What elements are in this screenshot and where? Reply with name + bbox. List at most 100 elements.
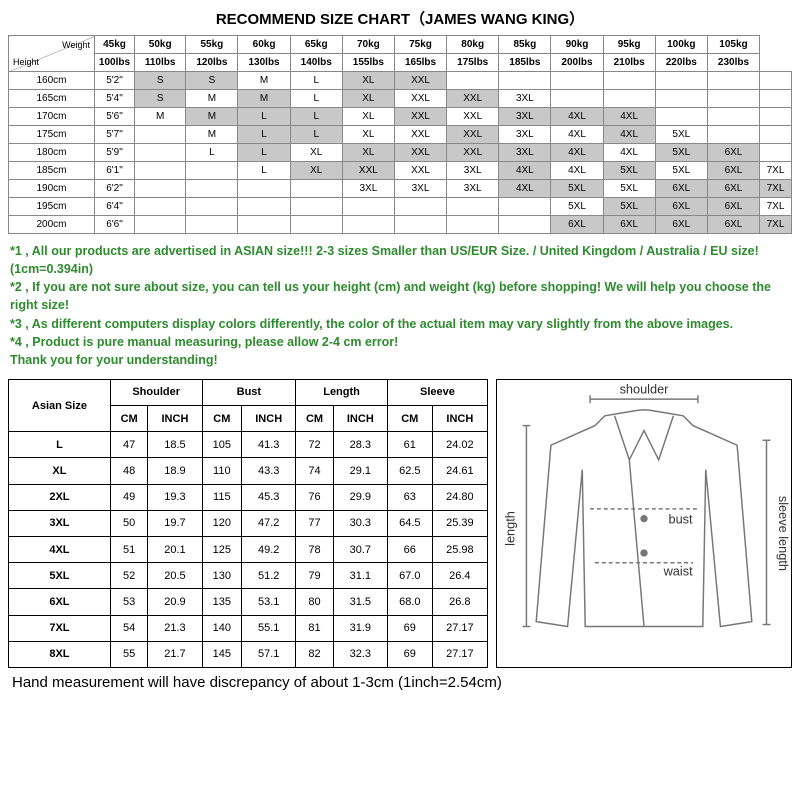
meas-value-cell: 45.3: [242, 484, 296, 510]
size-cell: 6XL: [707, 198, 759, 216]
meas-value-cell: 19.3: [148, 484, 202, 510]
meas-sub-header: CM: [387, 406, 432, 432]
size-cell: 4XL: [603, 126, 655, 144]
size-cell: [186, 216, 238, 234]
meas-value-cell: 81: [296, 615, 334, 641]
meas-value-cell: 18.9: [148, 458, 202, 484]
meas-value-cell: 64.5: [387, 510, 432, 536]
meas-value-cell: 67.0: [387, 563, 432, 589]
meas-value-cell: 47: [110, 432, 148, 458]
size-cell: 7XL: [760, 198, 792, 216]
size-cell: [603, 90, 655, 108]
size-cell: [238, 198, 290, 216]
meas-value-cell: 29.1: [333, 458, 387, 484]
meas-value-cell: 28.3: [333, 432, 387, 458]
meas-value-cell: 41.3: [242, 432, 296, 458]
size-cell: [707, 72, 759, 90]
meas-value-cell: 135: [202, 589, 242, 615]
size-cell: [342, 198, 394, 216]
meas-value-cell: 145: [202, 641, 242, 667]
meas-value-cell: 25.39: [432, 510, 487, 536]
weight-lbs-header: 130lbs: [238, 54, 290, 72]
weight-lbs-header: 230lbs: [707, 54, 759, 72]
size-cell: [760, 126, 792, 144]
meas-size-cell: XL: [9, 458, 111, 484]
height-ft-cell: 5'6": [95, 108, 135, 126]
height-cm-cell: 165cm: [9, 90, 95, 108]
size-cell: 7XL: [760, 216, 792, 234]
size-cell: 3XL: [447, 162, 499, 180]
size-cell: M: [238, 90, 290, 108]
size-cell: 6XL: [707, 162, 759, 180]
size-cell: [760, 108, 792, 126]
meas-value-cell: 49.2: [242, 537, 296, 563]
size-cell: XL: [342, 72, 394, 90]
meas-value-cell: 30.3: [333, 510, 387, 536]
size-cell: M: [186, 108, 238, 126]
size-cell: [135, 162, 186, 180]
weight-kg-header: 75kg: [394, 36, 446, 54]
size-cell: 5XL: [655, 162, 707, 180]
diagram-waist-label: waist: [663, 563, 693, 578]
asian-size-header: Asian Size: [9, 379, 111, 431]
meas-value-cell: 140: [202, 615, 242, 641]
meas-value-cell: 68.0: [387, 589, 432, 615]
size-cell: M: [186, 126, 238, 144]
size-cell: 6XL: [655, 198, 707, 216]
weight-lbs-header: 200lbs: [551, 54, 603, 72]
meas-sub-header: CM: [110, 406, 148, 432]
size-cell: [186, 198, 238, 216]
meas-value-cell: 30.7: [333, 537, 387, 563]
size-cell: 4XL: [551, 162, 603, 180]
meas-value-cell: 50: [110, 510, 148, 536]
size-cell: 4XL: [603, 108, 655, 126]
size-cell: M: [186, 90, 238, 108]
meas-value-cell: 74: [296, 458, 334, 484]
size-cell: 5XL: [603, 198, 655, 216]
meas-value-cell: 51.2: [242, 563, 296, 589]
weight-kg-header: 65kg: [290, 36, 342, 54]
size-cell: 4XL: [551, 108, 603, 126]
weight-lbs-header: 185lbs: [499, 54, 551, 72]
size-cell: XXL: [342, 162, 394, 180]
meas-value-cell: 27.17: [432, 641, 487, 667]
size-cell: XXL: [394, 144, 446, 162]
meas-value-cell: 19.7: [148, 510, 202, 536]
size-cell: 5XL: [551, 198, 603, 216]
size-cell: [447, 216, 499, 234]
height-ft-cell: 5'9": [95, 144, 135, 162]
height-ft-cell: 6'6": [95, 216, 135, 234]
meas-value-cell: 31.5: [333, 589, 387, 615]
height-cm-cell: 195cm: [9, 198, 95, 216]
size-cell: 5XL: [655, 126, 707, 144]
weight-kg-header: 105kg: [707, 36, 759, 54]
size-cell: M: [135, 108, 186, 126]
size-cell: 6XL: [707, 144, 759, 162]
meas-value-cell: 20.1: [148, 537, 202, 563]
size-cell: XL: [342, 126, 394, 144]
weight-kg-header: 90kg: [551, 36, 603, 54]
height-ft-cell: 6'4": [95, 198, 135, 216]
size-cell: [135, 126, 186, 144]
size-cell: [290, 180, 342, 198]
footer-note: Hand measurement will have discrepancy o…: [12, 674, 788, 691]
meas-size-cell: 3XL: [9, 510, 111, 536]
weight-lbs-header: 140lbs: [290, 54, 342, 72]
meas-value-cell: 51: [110, 537, 148, 563]
meas-value-cell: 61: [387, 432, 432, 458]
size-cell: 4XL: [603, 144, 655, 162]
meas-value-cell: 55: [110, 641, 148, 667]
meas-group-header: Sleeve: [387, 379, 487, 405]
size-cell: [135, 216, 186, 234]
size-cell: [655, 90, 707, 108]
meas-size-cell: 5XL: [9, 563, 111, 589]
size-cell: [760, 90, 792, 108]
weight-lbs-header: 155lbs: [342, 54, 394, 72]
size-cell: 6XL: [603, 216, 655, 234]
size-cell: L: [290, 108, 342, 126]
size-cell: [551, 72, 603, 90]
size-cell: XL: [290, 162, 342, 180]
meas-size-cell: L: [9, 432, 111, 458]
size-cell: L: [290, 90, 342, 108]
meas-size-cell: 7XL: [9, 615, 111, 641]
